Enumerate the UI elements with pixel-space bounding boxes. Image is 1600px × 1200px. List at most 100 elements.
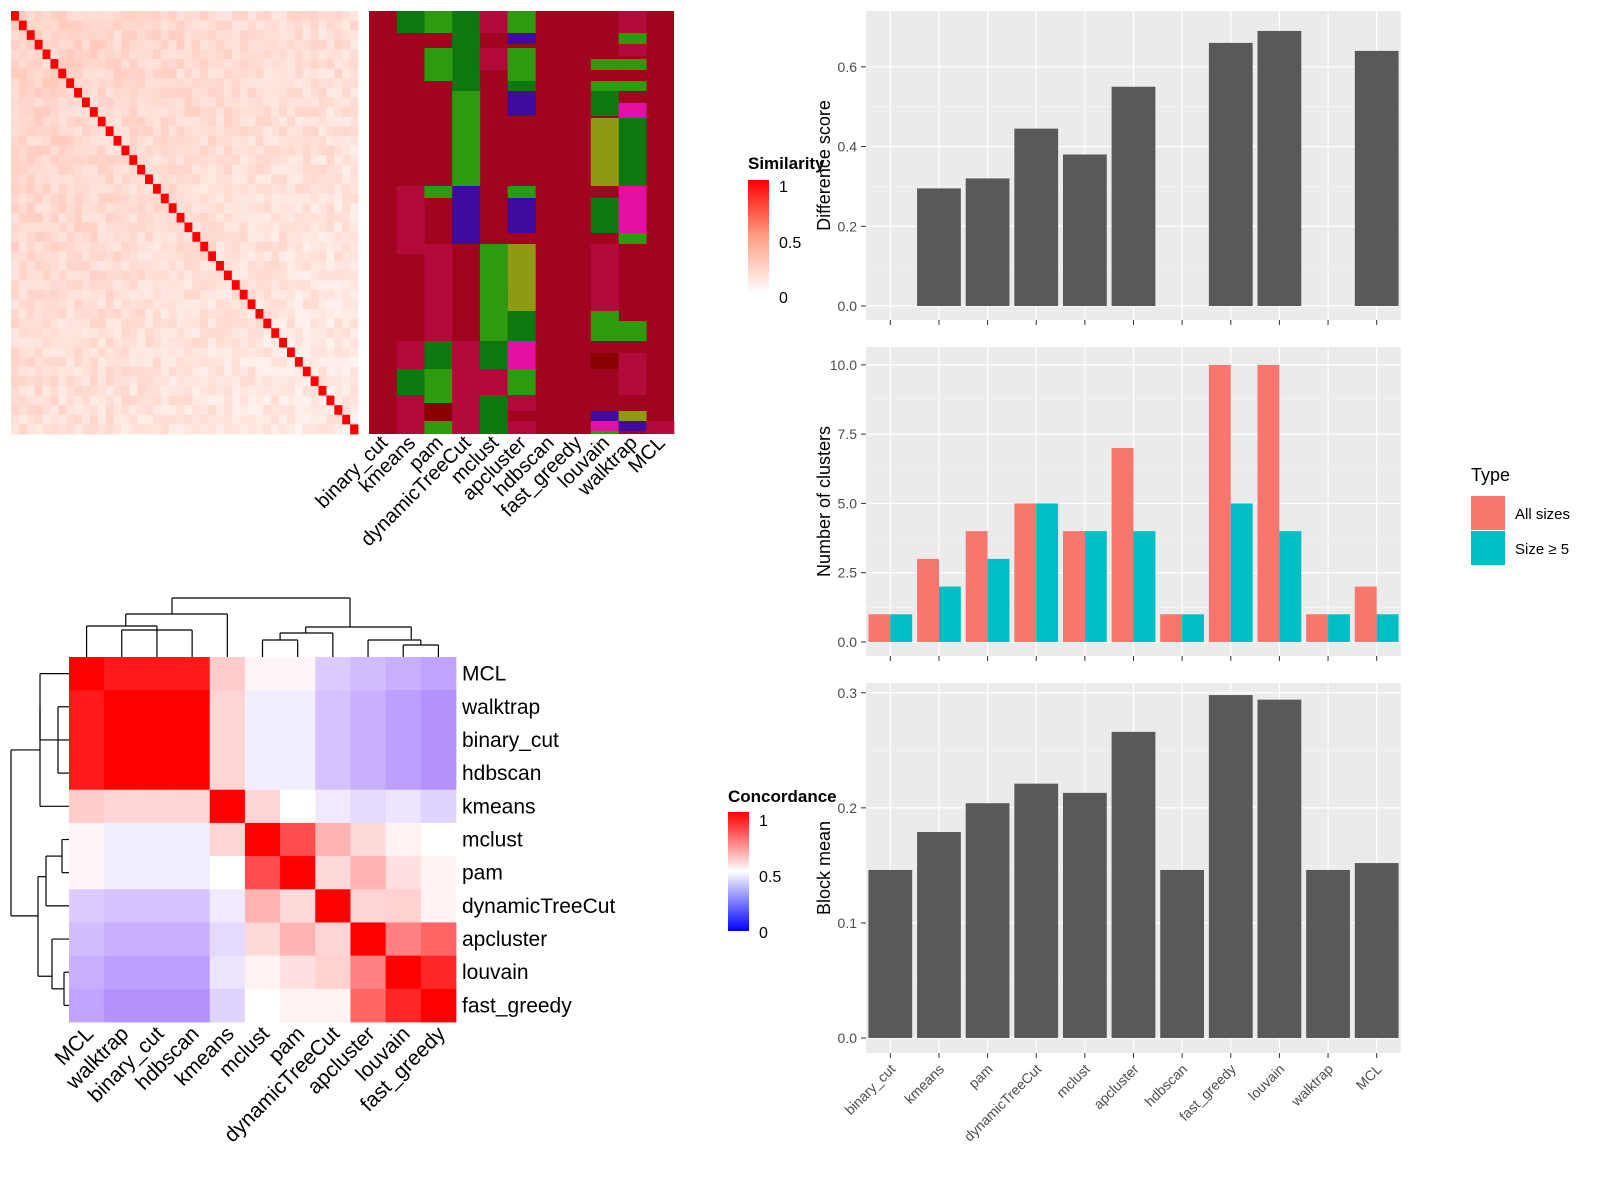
similarity-cell bbox=[121, 78, 130, 89]
similarity-cell bbox=[81, 299, 91, 310]
similarity-cell bbox=[184, 212, 193, 223]
similarity-cell bbox=[223, 184, 233, 195]
similarity-cell bbox=[66, 174, 75, 185]
similarity-cell bbox=[11, 260, 20, 271]
similarity-cell bbox=[239, 164, 248, 175]
similarity-cell bbox=[216, 59, 225, 70]
annotation-cell-walktrap bbox=[618, 233, 647, 244]
similarity-cell bbox=[192, 20, 201, 31]
similarity-cell bbox=[81, 357, 91, 368]
similarity-cell bbox=[81, 126, 91, 137]
similarity-cell bbox=[239, 299, 248, 310]
similarity-cell bbox=[255, 318, 264, 329]
similarity-cell bbox=[34, 59, 43, 70]
similarity-cell bbox=[208, 270, 217, 281]
similarity-cell bbox=[279, 193, 288, 204]
similarity-cell bbox=[105, 289, 114, 300]
similarity-cell bbox=[58, 126, 67, 137]
similarity-cell bbox=[34, 260, 43, 271]
concordance-cell bbox=[420, 922, 457, 957]
similarity-cell bbox=[231, 97, 241, 108]
similarity-cell bbox=[34, 414, 43, 425]
similarity-cell bbox=[216, 11, 225, 22]
similarity-cell bbox=[121, 212, 130, 223]
similarity-cell bbox=[50, 39, 59, 50]
similarity-cell bbox=[287, 376, 296, 387]
similarity-cell bbox=[129, 107, 138, 118]
concordance-cell bbox=[350, 723, 387, 757]
similarity-cell bbox=[350, 39, 359, 50]
similarity-cell bbox=[160, 155, 170, 166]
similarity-cell bbox=[34, 405, 43, 416]
similarity-cell bbox=[129, 395, 138, 406]
similarity-cell bbox=[74, 126, 83, 137]
similarity-cell bbox=[89, 251, 99, 262]
similarity-cell bbox=[287, 280, 296, 291]
similarity-cell bbox=[342, 11, 351, 22]
similarity-cell bbox=[160, 107, 170, 118]
type-legend-title: Type bbox=[1471, 465, 1510, 485]
similarity-cell bbox=[113, 357, 122, 368]
similarity-cell bbox=[160, 405, 170, 416]
similarity-cell bbox=[239, 20, 248, 31]
concordance-row-label-apcluster: apcluster bbox=[462, 928, 547, 951]
similarity-cell bbox=[50, 299, 59, 310]
similarity-cell bbox=[294, 87, 304, 98]
similarity-cell bbox=[334, 135, 343, 146]
similarity-cell bbox=[176, 270, 185, 281]
similarity-cell bbox=[200, 203, 209, 214]
concordance-cell bbox=[139, 988, 175, 1023]
similarity-cell bbox=[310, 97, 319, 108]
similarity-cell bbox=[89, 30, 99, 41]
similarity-cell bbox=[294, 155, 304, 166]
similarity-cell bbox=[192, 280, 201, 291]
similarity-cell bbox=[350, 232, 359, 243]
similarity-cell bbox=[350, 395, 359, 406]
similarity-cell bbox=[97, 49, 107, 60]
similarity-cell bbox=[97, 347, 107, 358]
similarity-cell bbox=[326, 385, 335, 396]
similarity-cell bbox=[318, 414, 327, 425]
similarity-cell bbox=[208, 11, 217, 22]
similarity-cell bbox=[26, 395, 36, 406]
similarity-cell bbox=[279, 357, 288, 368]
similarity-cell bbox=[279, 309, 288, 320]
similarity-cell bbox=[121, 337, 130, 348]
similarity-cell bbox=[129, 68, 138, 79]
similarity-cell bbox=[271, 30, 280, 41]
similarity-cell bbox=[176, 357, 185, 368]
similarity-cell bbox=[216, 30, 225, 41]
similarity-cell bbox=[263, 39, 272, 50]
similarity-cell bbox=[152, 424, 162, 435]
similarity-cell bbox=[160, 251, 170, 262]
similarity-cell bbox=[74, 289, 83, 300]
similarity-cell bbox=[271, 232, 280, 243]
similarity-cell bbox=[152, 337, 162, 348]
bar-fast_greedy bbox=[1208, 695, 1253, 1038]
similarity-cell bbox=[239, 309, 248, 320]
similarity-cell bbox=[231, 385, 241, 396]
similarity-cell bbox=[239, 251, 248, 262]
similarity-cell bbox=[18, 357, 28, 368]
similarity-cell bbox=[184, 87, 193, 98]
concordance-cell bbox=[385, 922, 422, 957]
similarity-cell bbox=[287, 424, 296, 435]
annotation-cell-walktrap bbox=[618, 321, 647, 341]
similarity-cell bbox=[66, 135, 75, 146]
similarity-cell bbox=[81, 328, 91, 339]
similarity-cell bbox=[263, 203, 272, 214]
similarity-cell bbox=[326, 222, 335, 233]
similarity-cell bbox=[58, 68, 67, 79]
similarity-cell bbox=[184, 424, 193, 435]
similarity-cell bbox=[216, 385, 225, 396]
similarity-cell bbox=[350, 203, 359, 214]
similarity-cell bbox=[302, 11, 312, 22]
similarity-cell bbox=[137, 184, 146, 195]
similarity-cell bbox=[66, 385, 75, 396]
similarity-cell bbox=[216, 97, 225, 108]
similarity-cell bbox=[318, 116, 327, 127]
similarity-cell bbox=[160, 11, 170, 22]
similarity-cell bbox=[184, 385, 193, 396]
similarity-cell bbox=[66, 155, 75, 166]
